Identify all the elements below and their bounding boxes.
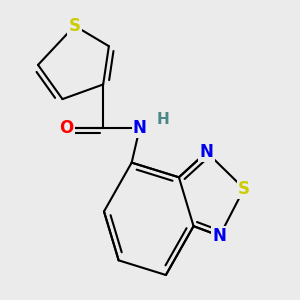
Text: O: O (59, 118, 74, 136)
Text: N: N (200, 143, 214, 161)
Text: N: N (213, 227, 226, 245)
Text: S: S (238, 180, 250, 198)
Text: N: N (133, 118, 147, 136)
Text: H: H (156, 112, 169, 127)
Text: S: S (69, 17, 81, 35)
